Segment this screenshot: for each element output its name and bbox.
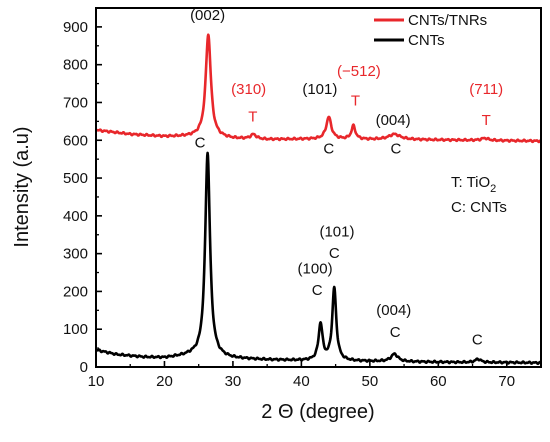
x-tick-label-4: 50 bbox=[362, 373, 379, 390]
key-tio2-subscript: 2 bbox=[490, 183, 496, 195]
series-line-1 bbox=[96, 151, 541, 366]
y-tick-label-3: 300 bbox=[63, 246, 88, 263]
x-tick-label-2: 30 bbox=[225, 373, 242, 390]
y-tick-label-8: 800 bbox=[63, 57, 88, 74]
annotation-12: (101) bbox=[319, 224, 354, 241]
key-tio2: T: TiO2 bbox=[451, 174, 496, 195]
key-tio2-prefix: T: TiO bbox=[451, 174, 490, 191]
annotation-17: C bbox=[390, 324, 401, 341]
peak-annotations: (002)(310)T(101)(−512)T(004)(711)TC CC(10… bbox=[190, 7, 503, 348]
y-tick-label-9: 900 bbox=[63, 19, 88, 36]
y-tick-label-2: 200 bbox=[63, 283, 88, 300]
phase-key: T: TiO2 C: CNTs bbox=[451, 174, 507, 216]
series-curves bbox=[96, 33, 541, 366]
key-cnts: C: CNTs bbox=[451, 199, 507, 216]
annotation-0: (002) bbox=[190, 7, 225, 24]
annotation-5: T bbox=[351, 92, 360, 109]
plot-frame bbox=[95, 7, 542, 368]
y-tick-label-0: 0 bbox=[80, 359, 88, 376]
annotation-18: C bbox=[472, 331, 483, 348]
annotation-7: (711) bbox=[469, 81, 503, 98]
x-tick-label-3: 40 bbox=[293, 373, 310, 390]
annotation-4: (−512) bbox=[337, 63, 381, 80]
y-tick-label-1: 100 bbox=[63, 321, 88, 338]
x-tick-label-1: 20 bbox=[156, 373, 173, 390]
annotation-10: C bbox=[390, 140, 401, 157]
annotation-16: (004) bbox=[376, 302, 411, 319]
x-tick-label-5: 60 bbox=[430, 373, 447, 390]
legend-label-cnts: CNTs bbox=[408, 32, 445, 49]
annotation-6: (004) bbox=[376, 112, 411, 129]
annotation-13: C bbox=[329, 245, 340, 262]
x-axis-title: 2 Θ (degree) bbox=[261, 401, 374, 423]
x-tick-label-0: 10 bbox=[88, 373, 105, 390]
annotation-9: C bbox=[323, 140, 334, 157]
annotation-8: T bbox=[482, 112, 491, 129]
annotation-1: (310) bbox=[231, 81, 266, 98]
y-tick-label-7: 700 bbox=[63, 94, 88, 111]
annotation-15: C bbox=[312, 282, 323, 299]
legend: CNTs/TNRs CNTs bbox=[374, 12, 487, 49]
series-line-0 bbox=[96, 33, 541, 144]
annotation-3: (101) bbox=[302, 81, 337, 98]
y-tick-label-6: 600 bbox=[63, 132, 88, 149]
y-axis-title: Intensity (a.u) bbox=[11, 126, 33, 247]
x-tick-label-6: 70 bbox=[498, 373, 515, 390]
annotation-2: T bbox=[248, 108, 257, 125]
y-tick-label-5: 500 bbox=[63, 170, 88, 187]
y-tick-label-4: 400 bbox=[63, 208, 88, 225]
annotation-14: (100) bbox=[298, 261, 333, 278]
legend-label-cnts-tnrs: CNTs/TNRs bbox=[408, 12, 487, 29]
annotation-11: C bbox=[195, 134, 206, 151]
axis-ticks: 10 20 30 40 50 60 7001002003004005006007008009… bbox=[63, 19, 515, 390]
